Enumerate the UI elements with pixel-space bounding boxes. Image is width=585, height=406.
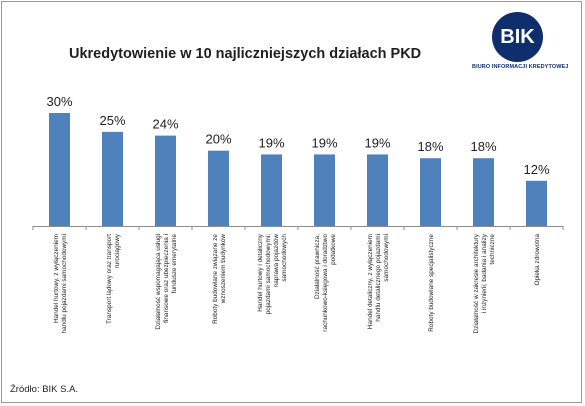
x-tick-label-line: naprawa pojazdów: [273, 234, 280, 288]
bar: [420, 158, 441, 226]
bik-logo-text: BIK: [500, 25, 535, 48]
x-tick-label-line: Handel detaliczny, z wyłączeniem: [367, 234, 374, 329]
chart-title: Ukredytowienie w 10 najliczniejszych dzi…: [69, 46, 422, 62]
x-tick-label-line: Roboty budowlane związane ze: [212, 234, 219, 324]
data-label: 19%: [258, 135, 284, 150]
x-tick-label: Handel hurtowy i detaliczny pojazdami sam…: [257, 233, 288, 314]
x-tick-label-line: handlu pojazdami samochodowymi: [61, 234, 68, 333]
data-label: 18%: [470, 139, 496, 154]
x-tick-label-line: fundusze emerytalne: [171, 234, 178, 294]
data-label: 12%: [523, 162, 549, 177]
bar: [314, 154, 335, 226]
x-tick-label: Transport lądowy oraz transport rurociągo…: [106, 233, 121, 324]
x-tick-label-line: Handel hurtowy i detaliczny: [257, 233, 264, 312]
x-tick-label-line: samochodowymi: [383, 234, 390, 282]
x-tick-label-line: finansowe oraz ubezpieczenia i: [163, 234, 170, 323]
bar: [473, 158, 494, 226]
x-tick-label-line: Działalność wspomagająca usługi: [155, 234, 162, 330]
x-tick-label-line: rurociągowy: [114, 233, 121, 268]
x-tick-label: Handel hurtowy, z wyłączeniem handlu poja…: [53, 234, 68, 333]
x-tick-label-line: rachunkowo-księgowa i doradztwo: [322, 234, 329, 332]
data-label: 19%: [364, 135, 390, 150]
x-tick-label: Roboty budowlane specjalistyczne: [428, 234, 435, 332]
x-tick-label-line: samochodowych: [281, 234, 288, 282]
x-tick-label: Działalność w zakresie architektury i inż…: [473, 233, 496, 333]
bar: [49, 113, 70, 226]
data-label: 25%: [99, 113, 125, 128]
x-tick-label: Opieka zdrowotna: [534, 234, 541, 286]
x-tick-label-line: Handel hurtowy, z wyłączeniem: [53, 234, 60, 323]
bar: [261, 154, 282, 226]
data-label: 18%: [417, 139, 443, 154]
x-tick-label: Roboty budowlane związane ze wznoszeniem …: [212, 234, 227, 324]
bik-logo-subtitle: BIURO INFORMACJI KREDYTOWEJ: [472, 64, 569, 70]
x-tick-label: Działalność wspomagająca usługi finansowe…: [155, 234, 178, 330]
x-tick-label-line: Działalność w zakresie architektury: [473, 233, 480, 333]
data-label: 20%: [205, 132, 231, 147]
bar: [367, 154, 388, 226]
bik-logo: BIK BIURO INFORMACJI KREDYTOWEJ: [470, 10, 580, 70]
x-tick-label-line: handlu detalicznego pojazdami: [375, 234, 382, 322]
x-tick-label: Działalność prawnicza, rachunkowo-księgow…: [314, 234, 337, 332]
x-tick-label-line: techniczne: [489, 234, 496, 265]
x-tick-label-line: wznoszeniem budynków: [220, 234, 227, 305]
bar: [155, 135, 176, 226]
x-tick-label-line: Działalność prawnicza,: [314, 234, 321, 299]
x-tick-label-line: i inżynierii; badania i analizy: [481, 233, 488, 313]
x-tick-label-line: pojazdami samochodowymi;: [265, 234, 272, 314]
source-note: Źródło: BIK S.A.: [10, 384, 79, 395]
x-tick-label-line: Roboty budowlane specjalistyczne: [428, 234, 435, 332]
bar: [526, 180, 547, 226]
data-label: 19%: [311, 135, 337, 150]
bar: [102, 131, 123, 226]
data-label: 24%: [152, 117, 178, 132]
x-tick-label-line: podatkowe: [330, 234, 337, 265]
data-label: 30%: [46, 94, 72, 109]
bik-logo-mark: BIK: [492, 12, 543, 62]
x-tick-label-line: Transport lądowy oraz transport: [106, 234, 113, 324]
bar: [208, 150, 229, 226]
x-tick-label: Handel detaliczny, z wyłączeniem handlu d…: [367, 234, 390, 329]
x-tick-label-line: Opieka zdrowotna: [534, 234, 541, 286]
